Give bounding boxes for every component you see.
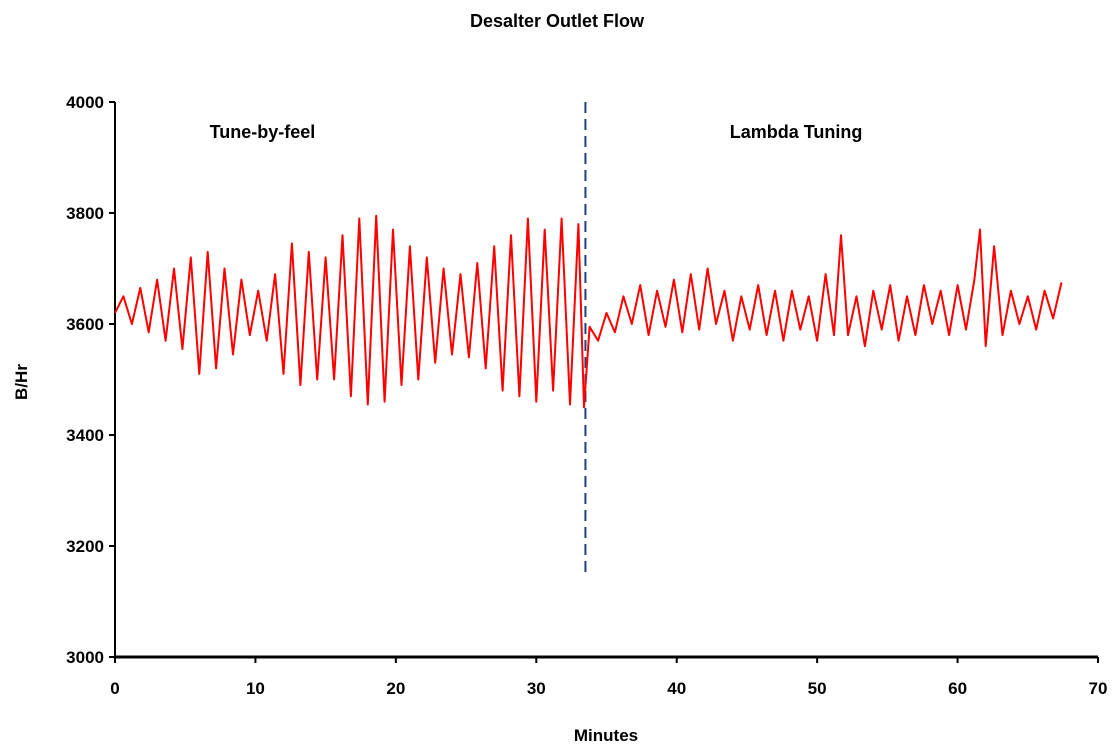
x-tick-label: 60 bbox=[948, 679, 967, 698]
y-tick-label: 4000 bbox=[66, 93, 104, 112]
annotation-label: Tune-by-feel bbox=[210, 122, 316, 142]
series-layer bbox=[114, 214, 1063, 409]
annotation-layer: Tune-by-feel Lambda Tuning bbox=[210, 122, 863, 142]
x-tick-label: 0 bbox=[110, 679, 119, 698]
x-tick-label: 50 bbox=[808, 679, 827, 698]
y-tick-label: 3800 bbox=[66, 204, 104, 223]
x-axis-label: Minutes bbox=[574, 726, 638, 745]
x-tick-label: 40 bbox=[667, 679, 686, 698]
axes: 3000 3200 3400 3600 3800 4000 0 10 20 30 40 50 60 70 bbox=[66, 93, 1107, 698]
y-tick-label: 3600 bbox=[66, 315, 104, 334]
y-axis-label: B/Hr bbox=[12, 364, 31, 400]
chart-title: Desalter Outlet Flow bbox=[470, 11, 645, 31]
y-tick-label: 3200 bbox=[66, 537, 104, 556]
x-tick-label: 20 bbox=[386, 679, 405, 698]
series-line bbox=[114, 214, 1063, 409]
x-tick-label: 10 bbox=[246, 679, 265, 698]
y-tick-label: 3400 bbox=[66, 426, 104, 445]
x-tick-label: 70 bbox=[1089, 679, 1108, 698]
annotation-label: Lambda Tuning bbox=[730, 122, 863, 142]
y-tick-label: 3000 bbox=[66, 648, 104, 667]
x-tick-label: 30 bbox=[527, 679, 546, 698]
